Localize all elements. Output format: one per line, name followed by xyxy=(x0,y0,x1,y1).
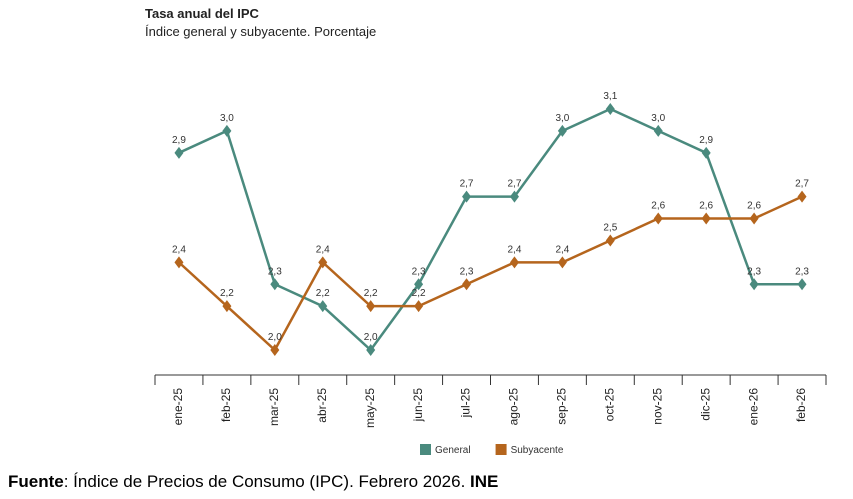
data-label: 2,3 xyxy=(747,266,761,277)
footer-source: INE xyxy=(470,472,499,491)
point xyxy=(366,344,376,356)
point xyxy=(270,344,280,356)
point xyxy=(797,190,807,203)
point xyxy=(701,146,711,159)
x-tick-label: ago-25 xyxy=(507,388,521,426)
data-label: 2,4 xyxy=(508,244,522,255)
footer-label: Fuente xyxy=(8,472,64,491)
x-tick-label: dic-25 xyxy=(698,388,712,421)
legend-swatch xyxy=(420,444,431,455)
point xyxy=(462,190,472,203)
x-tick-label: abr-25 xyxy=(315,388,329,423)
point xyxy=(701,212,711,225)
point xyxy=(509,256,519,269)
footer-text: : Índice de Precios de Consumo (IPC). Fe… xyxy=(63,472,471,491)
point xyxy=(222,124,232,137)
data-label: 2,2 xyxy=(316,288,330,299)
legend-label: General xyxy=(435,445,471,456)
x-tick-label: oct-25 xyxy=(602,388,616,422)
data-label: 2,9 xyxy=(172,135,186,146)
x-tick-label: jul-25 xyxy=(459,388,473,419)
point xyxy=(605,103,615,115)
data-label: 2,7 xyxy=(460,179,474,190)
point xyxy=(318,256,328,269)
data-label: 2,3 xyxy=(460,266,474,277)
point xyxy=(557,124,567,137)
data-label: 2,2 xyxy=(364,288,378,299)
x-tick-label: sep-25 xyxy=(555,388,569,425)
x-tick-label: nov-25 xyxy=(650,388,664,425)
data-label: 3,0 xyxy=(651,113,665,124)
point xyxy=(749,278,759,291)
point xyxy=(414,278,424,291)
data-label: 2,3 xyxy=(268,266,282,277)
point xyxy=(366,300,376,313)
point xyxy=(318,300,328,313)
data-label: 2,0 xyxy=(268,332,282,343)
point xyxy=(174,256,184,269)
chart-title: Tasa anual del IPC xyxy=(145,6,260,21)
x-tick-label: feb-26 xyxy=(794,388,808,422)
point xyxy=(270,278,280,291)
x-tick-label: ene-26 xyxy=(746,388,760,426)
series-line xyxy=(178,107,803,352)
point xyxy=(749,212,759,225)
data-label: 2,5 xyxy=(603,222,617,233)
point xyxy=(509,190,519,203)
data-label: 2,6 xyxy=(699,201,713,212)
data-label: 2,2 xyxy=(412,288,426,299)
footer: Fuente: Índice de Precios de Consumo (IP… xyxy=(8,472,498,492)
legend-swatch xyxy=(495,444,507,455)
data-label: 2,4 xyxy=(172,244,186,255)
data-label: 2,0 xyxy=(364,332,378,343)
point xyxy=(605,234,615,247)
data-label: 2,3 xyxy=(412,266,426,277)
data-label: 3,1 xyxy=(603,91,617,102)
data-label: 2,7 xyxy=(508,179,522,190)
data-label: 3,0 xyxy=(220,113,234,124)
x-tick-label: feb-25 xyxy=(219,388,233,422)
chart-subtitle: Índice general y subyacente. Porcentaje xyxy=(145,24,376,39)
data-label: 2,4 xyxy=(555,244,569,255)
data-label: 2,3 xyxy=(795,266,809,277)
point xyxy=(653,212,663,225)
data-label: 3,0 xyxy=(555,113,569,124)
series-line xyxy=(178,195,803,352)
point xyxy=(462,278,472,291)
point xyxy=(653,124,663,137)
x-tick-label: ene-25 xyxy=(171,388,185,426)
point xyxy=(557,256,567,269)
point xyxy=(414,300,424,313)
data-label: 2,7 xyxy=(795,179,809,190)
point xyxy=(174,146,184,159)
x-tick-label: mar-25 xyxy=(267,388,281,426)
x-tick-label: jun-25 xyxy=(411,388,425,423)
data-label: 2,6 xyxy=(747,201,761,212)
data-label: 2,4 xyxy=(316,244,330,255)
data-label: 2,9 xyxy=(699,135,713,146)
data-label: 2,2 xyxy=(220,288,234,299)
point xyxy=(797,278,807,291)
legend-label: Subyacente xyxy=(511,445,564,456)
data-label: 2,6 xyxy=(651,201,665,212)
point xyxy=(222,300,232,313)
x-tick-label: may-25 xyxy=(363,388,377,428)
chart: Tasa anual del IPC Índice general y suby… xyxy=(145,6,827,456)
